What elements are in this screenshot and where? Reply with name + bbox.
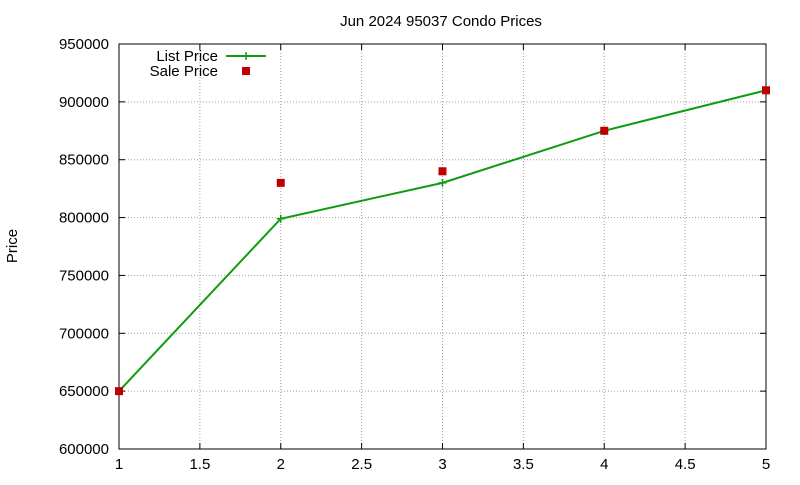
x-tick-label: 1.5 [189, 456, 210, 473]
x-tick-label: 4.5 [675, 456, 696, 473]
x-tick-label: 1 [115, 456, 123, 473]
y-tick-label: 900000 [59, 94, 109, 111]
legend-plus-marker [242, 52, 250, 60]
y-tick-label: 650000 [59, 383, 109, 400]
chart-title: Jun 2024 95037 Condo Prices [340, 13, 542, 30]
y-tick-label: 850000 [59, 152, 109, 169]
x-tick-label: 4 [600, 456, 608, 473]
x-tick-label: 5 [762, 456, 770, 473]
legend-label: Sale Price [150, 63, 218, 80]
sale-price-point [276, 178, 285, 187]
x-tick-label: 2.5 [351, 456, 372, 473]
x-tick-label: 3 [438, 456, 446, 473]
list-price-point [438, 178, 447, 187]
axis-ticks: 1 1.5 2 2.5 3 3.5 4 4.5 5 600000 650000 700000 75000… [59, 36, 770, 473]
list-price-point [276, 214, 285, 223]
sale-price-point [762, 86, 770, 95]
series-layer [115, 86, 770, 396]
y-tick-label: 800000 [59, 210, 109, 227]
grid-lines [119, 44, 766, 449]
x-tick-label: 2 [277, 456, 285, 473]
sale-price-point [600, 126, 609, 135]
series-line-list-price [118, 89, 767, 392]
legend-square-marker [242, 67, 250, 75]
sale-price-point [115, 387, 123, 396]
y-tick-label: 950000 [59, 36, 109, 53]
sale-price-point [438, 167, 447, 176]
x-tick-label: 3.5 [513, 456, 534, 473]
y-tick-label: 750000 [59, 267, 109, 284]
y-tick-label: 600000 [59, 441, 109, 458]
y-axis-label: Price [4, 229, 21, 263]
legend-label: List Price [156, 48, 218, 65]
y-tick-label: 700000 [59, 325, 109, 342]
